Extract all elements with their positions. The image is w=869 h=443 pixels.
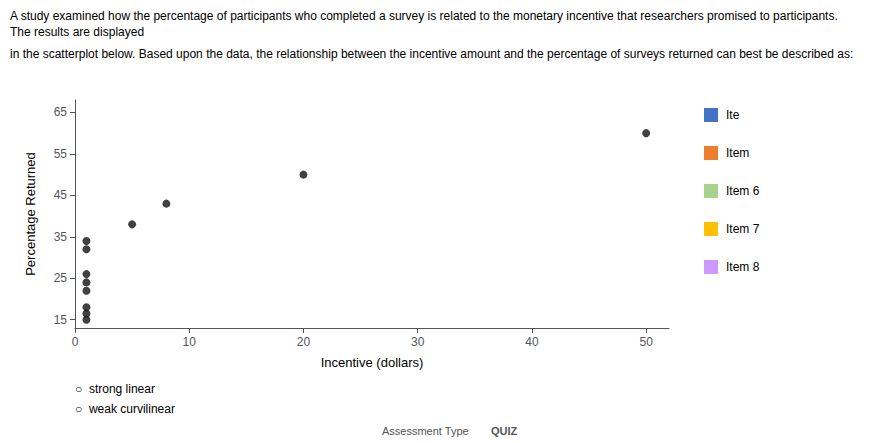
svg-text:45: 45: [54, 188, 68, 202]
svg-text:30: 30: [411, 335, 425, 349]
svg-text:Assessment Type: Assessment Type: [382, 425, 469, 437]
svg-text:10: 10: [183, 335, 197, 349]
svg-text:in the scatterplot below. Base: in the scatterplot below. Based upon the…: [10, 47, 853, 61]
svg-text:The results are displayed: The results are displayed: [10, 25, 144, 39]
svg-text:Item 8: Item 8: [726, 260, 760, 274]
svg-text:15: 15: [54, 313, 68, 327]
svg-text:Item: Item: [726, 146, 749, 160]
svg-text:0: 0: [72, 335, 79, 349]
svg-text:25: 25: [54, 271, 68, 285]
svg-text:40: 40: [525, 335, 539, 349]
svg-text:Percentage Returned: Percentage Returned: [23, 152, 38, 276]
svg-text:○ strong linear: ○ strong linear: [75, 382, 155, 396]
svg-text:○ weak curvilinear: ○ weak curvilinear: [75, 402, 175, 416]
svg-text:Item 6: Item 6: [726, 184, 760, 198]
svg-text:65: 65: [54, 105, 68, 119]
svg-text:Item 7: Item 7: [726, 222, 760, 236]
svg-text:20: 20: [297, 335, 311, 349]
svg-text:Ite: Ite: [726, 108, 740, 122]
svg-text:55: 55: [54, 147, 68, 161]
svg-text:35: 35: [54, 230, 68, 244]
svg-text:Incentive (dollars): Incentive (dollars): [321, 355, 424, 370]
svg-text:50: 50: [639, 335, 653, 349]
svg-text:QUIZ: QUIZ: [491, 425, 518, 437]
svg-text:A study examined how the perce: A study examined how the percentage of p…: [10, 9, 841, 23]
